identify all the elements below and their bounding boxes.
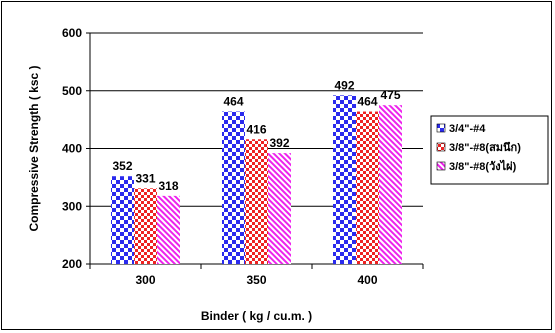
data-label: 352 [112, 159, 132, 173]
y-tick-label: 300 [62, 199, 82, 213]
x-tick-label: 300 [135, 273, 155, 287]
bar-300-series-2 [157, 195, 180, 264]
bar-350-series-0 [222, 111, 245, 264]
bar-300-series-0 [111, 176, 134, 264]
data-label: 331 [135, 171, 155, 185]
legend-box [430, 115, 549, 185]
legend-swatch-1 [436, 142, 446, 152]
bar-300-series-1 [134, 188, 157, 264]
y-axis-title: Compressive Strength ( ksc ) [27, 65, 41, 231]
data-label: 492 [334, 78, 354, 92]
y-tick-label: 200 [62, 257, 82, 271]
x-tick-label: 350 [246, 273, 266, 287]
legend-swatch-2 [436, 161, 446, 171]
bar-400-series-0 [333, 95, 356, 265]
x-axis-title: Binder ( kg / cu.m. ) [201, 309, 312, 323]
data-label: 464 [357, 95, 377, 109]
y-tick-label: 500 [62, 84, 82, 98]
data-label: 416 [246, 122, 266, 136]
legend-label-0: 3/4"-#4 [449, 123, 486, 135]
y-tick-label: 400 [62, 142, 82, 156]
y-tick-label: 600 [62, 26, 82, 40]
x-tick-label: 400 [357, 273, 377, 287]
legend-swatch-0 [436, 123, 446, 133]
data-label: 392 [269, 136, 289, 150]
bar-400-series-1 [356, 111, 379, 264]
bar-350-series-2 [268, 153, 291, 264]
legend-label-1: 3/8"-#8(สมนึก) [449, 141, 521, 154]
data-label: 318 [158, 179, 178, 193]
legend-label-2: 3/8"-#8(วังไผ่) [449, 159, 517, 173]
bar-350-series-1 [245, 139, 268, 264]
data-label: 475 [380, 88, 400, 102]
data-label: 464 [223, 95, 243, 109]
bar-400-series-2 [379, 105, 402, 264]
